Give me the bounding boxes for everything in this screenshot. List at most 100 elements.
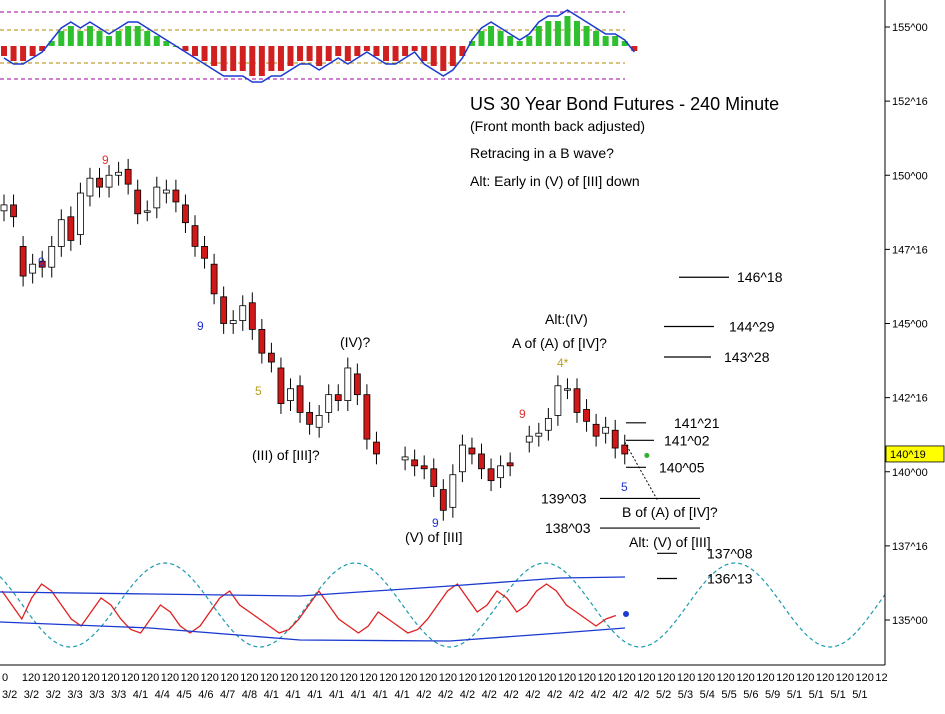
last-price-marker	[644, 452, 650, 458]
oscillator-red-line	[1, 583, 617, 634]
candle	[287, 388, 294, 401]
candle	[134, 189, 142, 215]
osc-histogram-bar	[526, 36, 533, 46]
candle	[602, 426, 610, 434]
x-period-label: 0	[2, 672, 8, 684]
wave-label: Alt:(IV)	[545, 311, 588, 327]
candle	[143, 210, 151, 213]
x-date-label: 4/6	[198, 689, 213, 701]
candle	[592, 423, 600, 437]
osc-histogram-bar	[468, 41, 475, 46]
candle	[487, 468, 495, 482]
x-period-label: 120	[220, 672, 238, 684]
candle	[267, 352, 275, 363]
osc-histogram-bar	[239, 46, 246, 71]
x-period-label: 120	[637, 672, 655, 684]
x-period-label: 120	[42, 672, 60, 684]
osc-histogram-bar	[392, 46, 399, 61]
axis-tick-label: 152^16	[892, 96, 928, 108]
candle	[544, 417, 552, 431]
time-axis: 0 120 120 120 120 120 120 120 120 120 120 120 120 120…	[0, 664, 888, 701]
candle	[353, 373, 361, 396]
price-axis: 155^00 152^16 150^00 147^16 145^00 142^16 140^…	[884, 0, 945, 665]
osc-histogram-bar	[277, 46, 284, 71]
candle	[162, 189, 170, 194]
x-date-label: 4/2	[634, 689, 649, 701]
level-note-b-wave: B of (A) of [IV]?	[622, 504, 718, 520]
osc-histogram-bar	[287, 46, 294, 66]
candle	[621, 444, 629, 455]
x-period-label: 120	[717, 672, 735, 684]
osc-histogram-bar	[316, 46, 323, 66]
x-period-label: 120	[339, 672, 357, 684]
candle	[29, 263, 37, 274]
x-period-label: 120	[478, 672, 496, 684]
x-period-label: 120	[578, 672, 596, 684]
candle	[315, 415, 323, 428]
candle	[191, 225, 199, 247]
candle	[344, 367, 352, 401]
x-period-label: 120	[101, 672, 119, 684]
osc-histogram-bar	[77, 31, 84, 46]
candle	[124, 168, 132, 185]
osc-histogram-bar	[125, 26, 132, 46]
projection-line	[624, 441, 659, 502]
x-period-label: 120	[121, 672, 139, 684]
x-period-label: 120	[320, 672, 338, 684]
candle	[48, 246, 56, 268]
x-period-label: 120	[796, 672, 814, 684]
osc-histogram-bar	[602, 36, 609, 46]
candle	[468, 447, 476, 455]
x-date-label: 4/2	[612, 689, 627, 701]
candle	[458, 444, 466, 473]
osc-histogram-bar	[258, 46, 265, 76]
candle	[439, 489, 447, 511]
x-period-label: 120	[399, 672, 417, 684]
osc-histogram-bar	[497, 31, 504, 46]
osc-histogram-bar	[612, 36, 619, 46]
x-period-label: 120	[697, 672, 715, 684]
x-period-label: 120	[260, 672, 278, 684]
candle	[248, 302, 256, 330]
candle	[258, 329, 266, 354]
osc-histogram-bar	[106, 36, 113, 46]
x-date-label: 5/1	[830, 689, 845, 701]
osc-histogram-bar	[440, 46, 447, 71]
x-period-label: 120	[359, 672, 377, 684]
x-date-label: 4/1	[133, 689, 148, 701]
osc-histogram-bar	[10, 46, 17, 61]
osc-histogram-bar	[58, 31, 65, 46]
osc-histogram-bar	[86, 26, 93, 46]
level-label: 137^08	[707, 545, 753, 561]
chart-title: US 30 Year Bond Futures - 240 Minute	[470, 94, 779, 114]
axis-tick-label: 140^00	[892, 467, 928, 479]
candle	[172, 189, 180, 203]
candle	[506, 462, 514, 467]
axis-tick-label: 135^00	[892, 615, 928, 627]
x-period-label: 120	[677, 672, 695, 684]
x-period-label: 120	[617, 672, 635, 684]
candle	[573, 388, 581, 413]
x-date-label: 3/3	[67, 689, 82, 701]
x-period-label: 120	[816, 672, 834, 684]
last-price-label: 140^19	[890, 449, 926, 461]
osc-histogram-bar	[306, 46, 313, 61]
osc-histogram-bar	[297, 46, 304, 61]
level-label: 141^21	[674, 415, 720, 431]
x-date-label: 4/7	[220, 689, 235, 701]
level-label: 136^13	[707, 570, 753, 586]
count-label: 9	[38, 255, 45, 269]
osc-histogram-bar	[402, 46, 409, 56]
x-date-label: 5/3	[678, 689, 693, 701]
axis-tick-label: 150^00	[892, 170, 928, 182]
osc-histogram-bar	[115, 31, 122, 46]
wave-label: (III) of [III]?	[252, 447, 320, 463]
osc-histogram-bar	[325, 46, 332, 61]
x-period-label: 120	[776, 672, 794, 684]
candle	[611, 429, 619, 449]
candle	[239, 305, 247, 321]
candle	[583, 409, 590, 422]
osc-histogram-bar	[182, 46, 189, 51]
x-date-label: 4/1	[394, 689, 409, 701]
